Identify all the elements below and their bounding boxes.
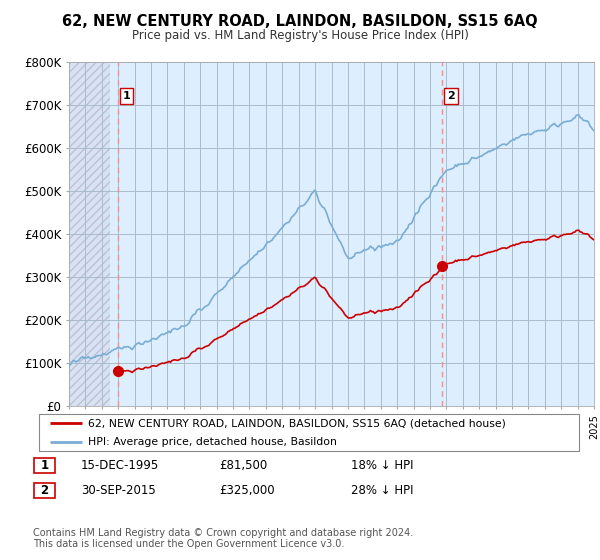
Text: 1: 1 bbox=[122, 91, 130, 101]
Text: 1: 1 bbox=[40, 459, 49, 472]
Text: £81,500: £81,500 bbox=[219, 459, 267, 472]
FancyBboxPatch shape bbox=[34, 458, 55, 473]
FancyBboxPatch shape bbox=[39, 414, 579, 451]
Text: 62, NEW CENTURY ROAD, LAINDON, BASILDON, SS15 6AQ (detached house): 62, NEW CENTURY ROAD, LAINDON, BASILDON,… bbox=[88, 418, 506, 428]
Text: 18% ↓ HPI: 18% ↓ HPI bbox=[351, 459, 413, 472]
FancyBboxPatch shape bbox=[34, 483, 55, 498]
Text: 28% ↓ HPI: 28% ↓ HPI bbox=[351, 484, 413, 497]
Text: 30-SEP-2015: 30-SEP-2015 bbox=[81, 484, 156, 497]
Text: HPI: Average price, detached house, Basildon: HPI: Average price, detached house, Basi… bbox=[88, 437, 337, 446]
Text: Price paid vs. HM Land Registry's House Price Index (HPI): Price paid vs. HM Land Registry's House … bbox=[131, 29, 469, 42]
Text: £325,000: £325,000 bbox=[219, 484, 275, 497]
Text: 15-DEC-1995: 15-DEC-1995 bbox=[81, 459, 159, 472]
Text: 2: 2 bbox=[40, 484, 49, 497]
Text: 2: 2 bbox=[447, 91, 455, 101]
Text: 62, NEW CENTURY ROAD, LAINDON, BASILDON, SS15 6AQ: 62, NEW CENTURY ROAD, LAINDON, BASILDON,… bbox=[62, 14, 538, 29]
Text: Contains HM Land Registry data © Crown copyright and database right 2024.
This d: Contains HM Land Registry data © Crown c… bbox=[33, 528, 413, 549]
